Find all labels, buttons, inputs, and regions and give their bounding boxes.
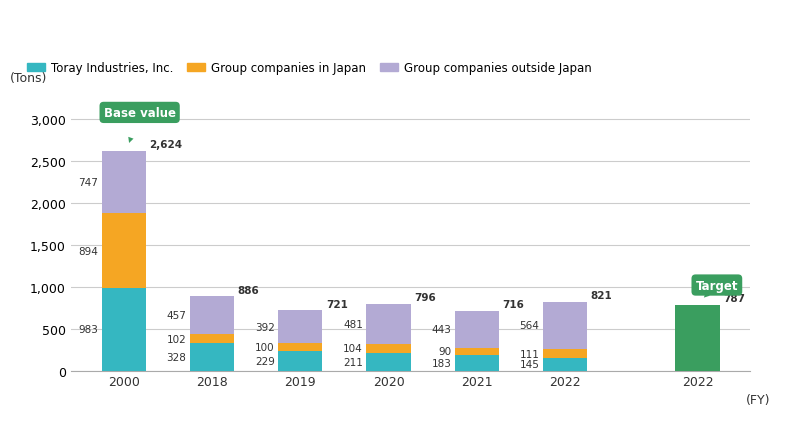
- Bar: [190, 335, 234, 343]
- Bar: [454, 355, 499, 371]
- Bar: [102, 151, 146, 214]
- Bar: [543, 358, 587, 371]
- Bar: [543, 349, 587, 358]
- Bar: [102, 289, 146, 371]
- Bar: [454, 311, 499, 348]
- Text: 747: 747: [78, 178, 98, 187]
- Text: 102: 102: [166, 334, 186, 344]
- Text: 211: 211: [343, 357, 363, 367]
- Text: 721: 721: [326, 299, 348, 309]
- Text: 392: 392: [255, 322, 274, 332]
- Bar: [190, 296, 234, 335]
- Text: 328: 328: [166, 352, 186, 362]
- Text: (FY): (FY): [746, 393, 770, 406]
- Text: 481: 481: [343, 319, 363, 329]
- Bar: [675, 305, 719, 371]
- Text: 983: 983: [78, 325, 98, 335]
- Bar: [278, 352, 322, 371]
- Text: 111: 111: [519, 349, 539, 359]
- Text: Base value: Base value: [104, 107, 176, 144]
- Bar: [366, 353, 410, 371]
- Text: 145: 145: [519, 360, 539, 370]
- Bar: [454, 348, 499, 355]
- Bar: [366, 344, 410, 353]
- Text: 894: 894: [78, 246, 98, 256]
- Text: 443: 443: [431, 324, 451, 334]
- Text: 564: 564: [519, 321, 539, 331]
- Text: (Tons): (Tons): [10, 72, 47, 85]
- Bar: [102, 214, 146, 289]
- Text: 457: 457: [166, 311, 186, 321]
- Text: 90: 90: [438, 347, 451, 357]
- Bar: [190, 343, 234, 371]
- Text: 821: 821: [590, 290, 612, 300]
- Bar: [366, 304, 410, 344]
- Text: 104: 104: [343, 344, 363, 354]
- Text: 183: 183: [431, 358, 451, 368]
- Text: 100: 100: [255, 342, 274, 352]
- Bar: [278, 310, 322, 343]
- Bar: [543, 302, 587, 349]
- Text: 787: 787: [723, 293, 745, 303]
- Text: 2,624: 2,624: [150, 140, 182, 150]
- Legend: Toray Industries, Inc., Group companies in Japan, Group companies outside Japan: Toray Industries, Inc., Group companies …: [22, 57, 596, 80]
- Text: 886: 886: [238, 285, 259, 295]
- Text: 229: 229: [255, 356, 274, 366]
- Text: Target: Target: [696, 279, 738, 298]
- Text: 716: 716: [502, 299, 524, 309]
- Text: 796: 796: [414, 293, 436, 302]
- Bar: [278, 343, 322, 352]
